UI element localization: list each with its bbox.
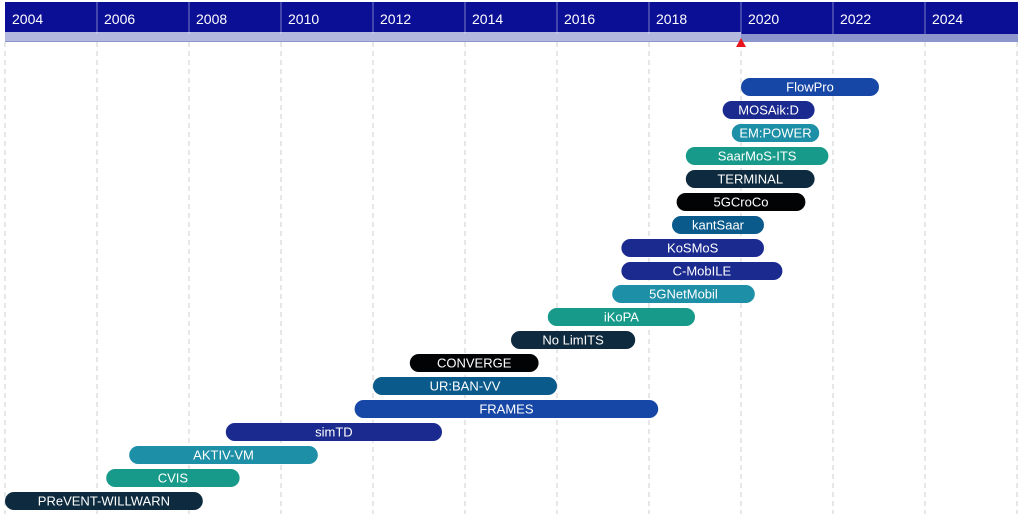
project-bar-shape	[106, 469, 240, 487]
project-bar-label: iKoPA	[604, 310, 639, 325]
project-bar-shape	[685, 147, 829, 165]
project-bar-shape	[731, 124, 820, 142]
project-bar-shape	[621, 239, 764, 257]
project-bar-shape	[612, 285, 755, 303]
year-tick-label: 2004	[12, 11, 43, 27]
project-bar-shape	[409, 354, 539, 372]
project-bar: C-MobILE	[621, 262, 783, 280]
project-bar-label: 5GCroCo	[714, 195, 769, 210]
grid-lines	[4, 42, 1018, 514]
project-bar: FRAMES	[354, 400, 659, 418]
project-bar-shape	[5, 492, 203, 510]
project-bar: SaarMoS-ITS	[685, 147, 829, 165]
project-bar: simTD	[225, 423, 442, 441]
project-bar-label: TERMINAL	[717, 172, 783, 187]
project-bar-shape	[225, 423, 442, 441]
project-bar-label: AKTIV-VM	[193, 448, 254, 463]
project-bar-label: simTD	[315, 425, 353, 440]
project-bar-label: CONVERGE	[437, 356, 512, 371]
project-bar: KoSMoS	[621, 239, 764, 257]
project-bar: CVIS	[106, 469, 240, 487]
project-bar: UR:BAN-VV	[373, 377, 557, 395]
project-bar-shape	[621, 262, 783, 280]
project-bar-shape	[129, 446, 318, 464]
year-band	[5, 2, 1018, 34]
project-bar-label: KoSMoS	[667, 241, 719, 256]
project-bar-label: PReVENT-WILLWARN	[38, 494, 170, 509]
year-ticks: 2004 2006 2008 2010 2012 2014 2016 2018 2020 2022…	[12, 2, 963, 34]
project-bar-shape	[672, 216, 764, 234]
project-bar-label: 5GNetMobil	[649, 287, 718, 302]
project-bar: 5GCroCo	[676, 193, 806, 211]
project-bar: No LimITS	[511, 331, 636, 349]
project-bar-shape	[741, 78, 879, 96]
project-bar-shape	[685, 170, 815, 188]
project-bar-shape	[354, 400, 659, 418]
project-bar-shape	[676, 193, 806, 211]
year-tick-label: 2024	[932, 11, 963, 27]
project-bar: iKoPA	[547, 308, 695, 326]
project-bar-label: No LimITS	[542, 333, 604, 348]
year-tick-label: 2018	[656, 11, 687, 27]
project-bars: FlowPro MOSAik:D EM:POWER SaarMoS-ITS TERMIN…	[5, 78, 879, 510]
timeline-progress	[5, 32, 741, 41]
timeline-header	[5, 2, 1018, 42]
project-bar-label: kantSaar	[692, 218, 745, 233]
project-bar-label: MOSAik:D	[738, 103, 799, 118]
year-tick-label: 2022	[840, 11, 871, 27]
project-bar-shape	[373, 377, 557, 395]
project-bar-shape	[722, 101, 815, 119]
year-tick-label: 2014	[472, 11, 503, 27]
project-bar-label: EM:POWER	[739, 126, 811, 141]
project-bar: FlowPro	[741, 78, 879, 96]
year-tick-label: 2008	[196, 11, 227, 27]
year-tick-label: 2016	[564, 11, 595, 27]
project-bar: MOSAik:D	[722, 101, 815, 119]
project-bar-label: FRAMES	[479, 402, 534, 417]
project-bar: PReVENT-WILLWARN	[5, 492, 203, 510]
project-bar: EM:POWER	[731, 124, 820, 142]
project-bar: 5GNetMobil	[612, 285, 755, 303]
current-year-marker	[736, 38, 746, 47]
project-bar-shape	[547, 308, 695, 326]
year-tick-label: 2006	[104, 11, 135, 27]
project-bar-shape	[511, 331, 636, 349]
project-bar: AKTIV-VM	[129, 446, 318, 464]
year-tick-label: 2020	[748, 11, 779, 27]
project-bar: TERMINAL	[685, 170, 815, 188]
current-year-triangle	[736, 38, 746, 47]
year-tick-label: 2012	[380, 11, 411, 27]
project-bar-label: SaarMoS-ITS	[718, 149, 797, 164]
project-bar-label: FlowPro	[786, 80, 834, 95]
project-bar-label: C-MobILE	[673, 264, 732, 279]
project-bar: CONVERGE	[409, 354, 539, 372]
project-bar-label: CVIS	[158, 471, 189, 486]
year-tick-label: 2010	[288, 11, 319, 27]
project-bar-label: UR:BAN-VV	[430, 379, 501, 394]
project-bar: kantSaar	[672, 216, 764, 234]
